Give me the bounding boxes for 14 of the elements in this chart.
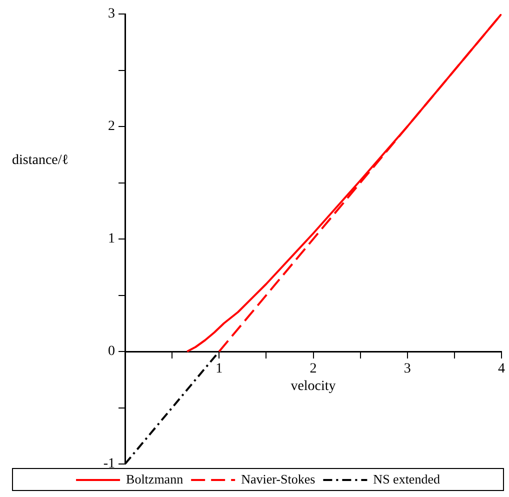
x-tick-label: 4 [498,362,505,377]
x-axis-title: velocity [290,379,336,394]
y-axis-title: distance/ℓ [12,152,68,168]
x-tick-label: 1 [216,362,223,377]
x-tick-label: 2 [310,362,317,377]
legend-label: Navier-Stokes [241,471,316,486]
y-tick-label: 1 [108,232,115,247]
y-tick-label: 3 [108,6,115,22]
legend-label: Boltzmann [126,471,184,486]
y-tick-label: -1 [103,456,115,472]
y-tick-label: 2 [108,119,115,134]
x-tick-label: 3 [404,362,411,377]
legend-label: NS extended [373,471,440,486]
y-tick-label: 0 [108,344,115,360]
